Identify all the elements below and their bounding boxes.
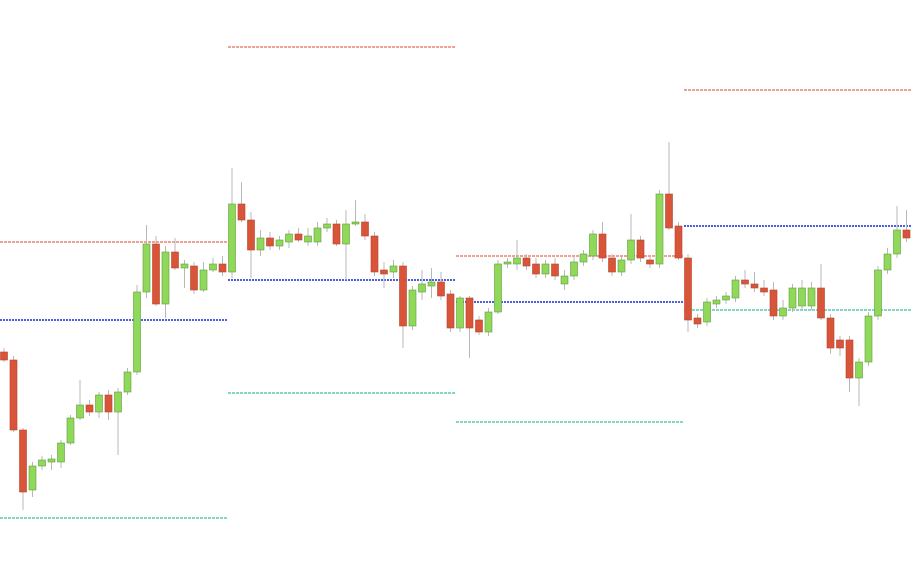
candle-body xyxy=(864,315,873,363)
candle-body xyxy=(180,263,189,269)
candle-body xyxy=(114,391,122,413)
candle-body xyxy=(161,251,170,305)
candle-body xyxy=(304,235,312,243)
candle-body xyxy=(703,301,711,323)
candle-body xyxy=(674,225,683,259)
candle-body xyxy=(418,283,426,293)
candle-body xyxy=(76,404,84,419)
candle-body xyxy=(826,317,835,349)
candle-body xyxy=(484,311,493,333)
candle-body xyxy=(760,287,768,293)
candle-body xyxy=(237,203,246,221)
candle-body xyxy=(323,223,331,229)
candle-body xyxy=(532,263,540,275)
candle-body xyxy=(608,257,616,273)
candle-body xyxy=(769,289,778,317)
candle-body xyxy=(855,361,863,379)
candle-body xyxy=(722,295,730,301)
candle-body xyxy=(788,287,797,309)
candle-body xyxy=(465,297,474,329)
candle-body xyxy=(807,287,816,307)
candle-body xyxy=(313,227,322,243)
candle-body xyxy=(361,221,369,237)
candle-body xyxy=(427,281,436,287)
candle-body xyxy=(104,394,113,413)
candle-body xyxy=(152,243,160,305)
candle-body xyxy=(66,417,75,444)
candle-body xyxy=(570,261,578,277)
candle-body xyxy=(817,287,825,319)
candle-body xyxy=(845,339,854,379)
candle-body xyxy=(693,317,702,325)
candle-body xyxy=(627,239,635,261)
candle-body xyxy=(123,371,132,393)
candle-body xyxy=(655,193,664,265)
candle-body xyxy=(522,257,531,267)
candle-body xyxy=(741,279,749,285)
candle-body xyxy=(85,404,94,413)
candle-body xyxy=(228,203,236,273)
candle-body xyxy=(883,253,892,271)
candle-body xyxy=(456,297,464,329)
candle-body xyxy=(209,263,217,271)
candle-body xyxy=(332,223,341,245)
candle-body xyxy=(370,235,379,273)
candle-body xyxy=(437,281,445,297)
candle-body xyxy=(38,459,46,467)
candle-body xyxy=(47,458,56,463)
candle-body xyxy=(712,299,721,305)
candle-body xyxy=(475,319,483,333)
candle-body xyxy=(551,263,559,277)
candle-body xyxy=(579,253,588,263)
candle-body xyxy=(9,359,18,431)
candle-body xyxy=(684,257,692,321)
candle-body xyxy=(399,265,407,327)
candle-body xyxy=(874,269,882,317)
candle-body xyxy=(266,237,274,247)
candle-body xyxy=(190,265,198,291)
candle-body xyxy=(247,219,255,251)
candle-body xyxy=(408,289,417,327)
candle-body xyxy=(0,351,8,361)
candle-body xyxy=(256,237,265,251)
candle-body xyxy=(893,229,901,255)
candle-body xyxy=(446,293,455,329)
candle-body xyxy=(142,243,151,293)
candle-body xyxy=(380,269,388,275)
candle-body xyxy=(798,287,806,307)
candle-body xyxy=(560,275,569,285)
candle-body xyxy=(275,239,284,247)
candle-body xyxy=(28,465,37,491)
candle-body xyxy=(342,223,350,245)
candle-body xyxy=(779,307,787,317)
candle-body xyxy=(731,279,740,299)
candle-body xyxy=(199,269,208,291)
candle-body xyxy=(171,251,179,269)
candle-body xyxy=(19,429,27,493)
candle-body xyxy=(589,233,597,257)
candle-body xyxy=(218,263,227,273)
candle-body xyxy=(503,261,512,265)
candle-body xyxy=(57,442,65,463)
candle-body xyxy=(294,233,303,241)
candle-body xyxy=(133,291,141,373)
candle-body xyxy=(636,239,645,259)
candle-body xyxy=(836,339,844,349)
candle-body xyxy=(617,259,626,273)
candle-body xyxy=(389,265,398,273)
candle-body xyxy=(902,229,911,239)
candle-body xyxy=(351,221,360,225)
candle-body xyxy=(513,257,521,265)
candle-body xyxy=(665,193,673,229)
candle-body xyxy=(541,263,550,275)
candle-body xyxy=(646,259,654,265)
candle-body xyxy=(285,233,293,243)
candle-body xyxy=(598,233,607,259)
candle-body xyxy=(494,263,502,313)
candle-body xyxy=(750,283,759,289)
candle-body xyxy=(95,394,103,413)
